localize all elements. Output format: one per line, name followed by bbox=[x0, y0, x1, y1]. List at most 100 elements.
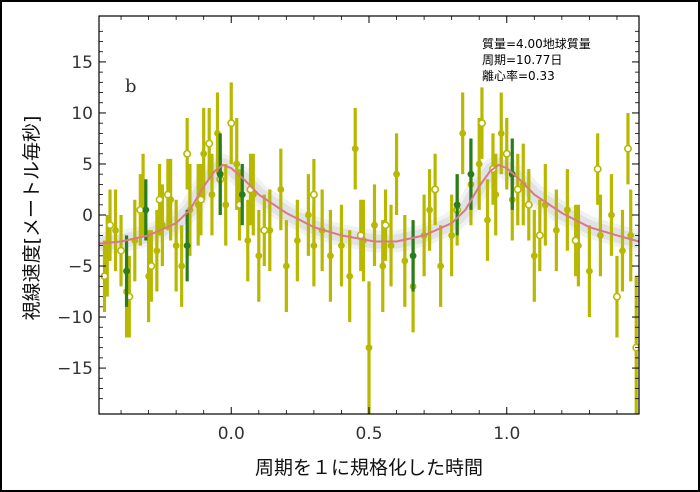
point-marker bbox=[327, 252, 334, 260]
point-marker bbox=[260, 226, 269, 235]
model-curve bbox=[99, 163, 639, 245]
data-point bbox=[627, 189, 635, 282]
data-point bbox=[608, 174, 615, 256]
data-point bbox=[459, 92, 467, 175]
data-point bbox=[227, 82, 236, 164]
point-marker bbox=[277, 186, 285, 193]
point-marker bbox=[346, 272, 354, 280]
point-marker bbox=[497, 129, 505, 137]
point-marker bbox=[448, 232, 456, 239]
point-marker bbox=[552, 226, 560, 234]
data-point bbox=[612, 255, 621, 338]
data-point bbox=[178, 225, 186, 307]
data-point bbox=[163, 158, 172, 231]
point-marker bbox=[467, 170, 475, 178]
data-point bbox=[309, 158, 318, 231]
data-point bbox=[183, 118, 192, 190]
point-marker bbox=[593, 165, 602, 174]
point-marker bbox=[200, 150, 208, 158]
point-marker bbox=[178, 262, 186, 270]
point-marker bbox=[227, 119, 236, 128]
x-tick-label: 0.0 bbox=[218, 424, 245, 444]
point-marker bbox=[387, 242, 395, 250]
y-tick-label: 5 bbox=[82, 155, 93, 175]
annotation-period: 周期=10.77日 bbox=[482, 53, 562, 67]
point-marker bbox=[401, 257, 409, 265]
data-point bbox=[619, 209, 626, 292]
data-point bbox=[453, 174, 461, 236]
data-point bbox=[233, 118, 241, 210]
data-point bbox=[208, 153, 216, 236]
point-marker bbox=[112, 226, 119, 234]
point-marker bbox=[365, 344, 373, 352]
data-point bbox=[117, 215, 126, 287]
data-point bbox=[172, 199, 180, 292]
data-point bbox=[387, 204, 395, 287]
point-marker bbox=[117, 246, 126, 255]
point-marker bbox=[123, 267, 130, 275]
data-point bbox=[497, 92, 505, 175]
data-point bbox=[238, 163, 246, 226]
data-point bbox=[136, 174, 145, 246]
data-point bbox=[153, 209, 161, 292]
point-marker bbox=[216, 170, 224, 178]
data-point bbox=[431, 153, 440, 226]
point-marker bbox=[351, 145, 359, 153]
point-marker bbox=[437, 262, 445, 270]
data-point bbox=[304, 174, 312, 256]
point-marker bbox=[310, 242, 318, 250]
data-point bbox=[293, 199, 301, 282]
data-point bbox=[196, 163, 205, 236]
data-point bbox=[205, 107, 214, 180]
point-marker bbox=[163, 190, 172, 199]
data-point bbox=[502, 118, 511, 190]
data-point bbox=[535, 199, 544, 272]
data-point bbox=[448, 194, 456, 277]
panel-label: b bbox=[125, 76, 137, 97]
point-marker bbox=[379, 262, 387, 270]
point-marker bbox=[459, 129, 467, 137]
point-marker bbox=[530, 252, 538, 260]
point-marker bbox=[238, 191, 246, 198]
data-point bbox=[327, 209, 334, 302]
data-point bbox=[222, 163, 230, 246]
point-marker bbox=[172, 242, 180, 250]
data-point bbox=[437, 225, 445, 307]
point-marker bbox=[513, 185, 522, 194]
point-marker bbox=[431, 185, 440, 194]
data-point bbox=[365, 281, 373, 414]
point-marker bbox=[563, 206, 571, 214]
point-marker bbox=[309, 190, 318, 199]
y-tick-label: −5 bbox=[68, 257, 93, 277]
data-point bbox=[563, 169, 571, 251]
data-point bbox=[524, 169, 533, 241]
data-point bbox=[346, 230, 354, 323]
model-line bbox=[99, 163, 639, 245]
data-point bbox=[338, 204, 345, 287]
data-point bbox=[623, 112, 632, 185]
point-marker bbox=[255, 252, 263, 260]
point-marker bbox=[266, 226, 274, 234]
x-tick-label: 0.5 bbox=[355, 424, 382, 444]
point-marker bbox=[304, 211, 312, 219]
y-tick-label: −15 bbox=[57, 359, 93, 379]
annotation-mass: 質量=4.00地球質量 bbox=[482, 36, 591, 51]
data-point bbox=[351, 107, 359, 190]
data-point bbox=[371, 184, 378, 267]
data-points bbox=[100, 82, 639, 414]
point-marker bbox=[409, 252, 417, 260]
point-marker bbox=[205, 139, 214, 148]
y-tick-label: 15 bbox=[71, 53, 93, 73]
data-point bbox=[484, 179, 491, 261]
point-marker bbox=[293, 237, 301, 244]
data-point bbox=[513, 153, 522, 226]
data-point bbox=[381, 189, 390, 261]
data-point bbox=[530, 209, 538, 302]
point-marker bbox=[612, 292, 621, 301]
x-axis-title: 周期を１に規格化した時間 bbox=[255, 457, 483, 479]
point-marker bbox=[196, 195, 205, 204]
data-point bbox=[379, 220, 387, 312]
data-point bbox=[282, 220, 290, 312]
data-point bbox=[393, 133, 400, 215]
